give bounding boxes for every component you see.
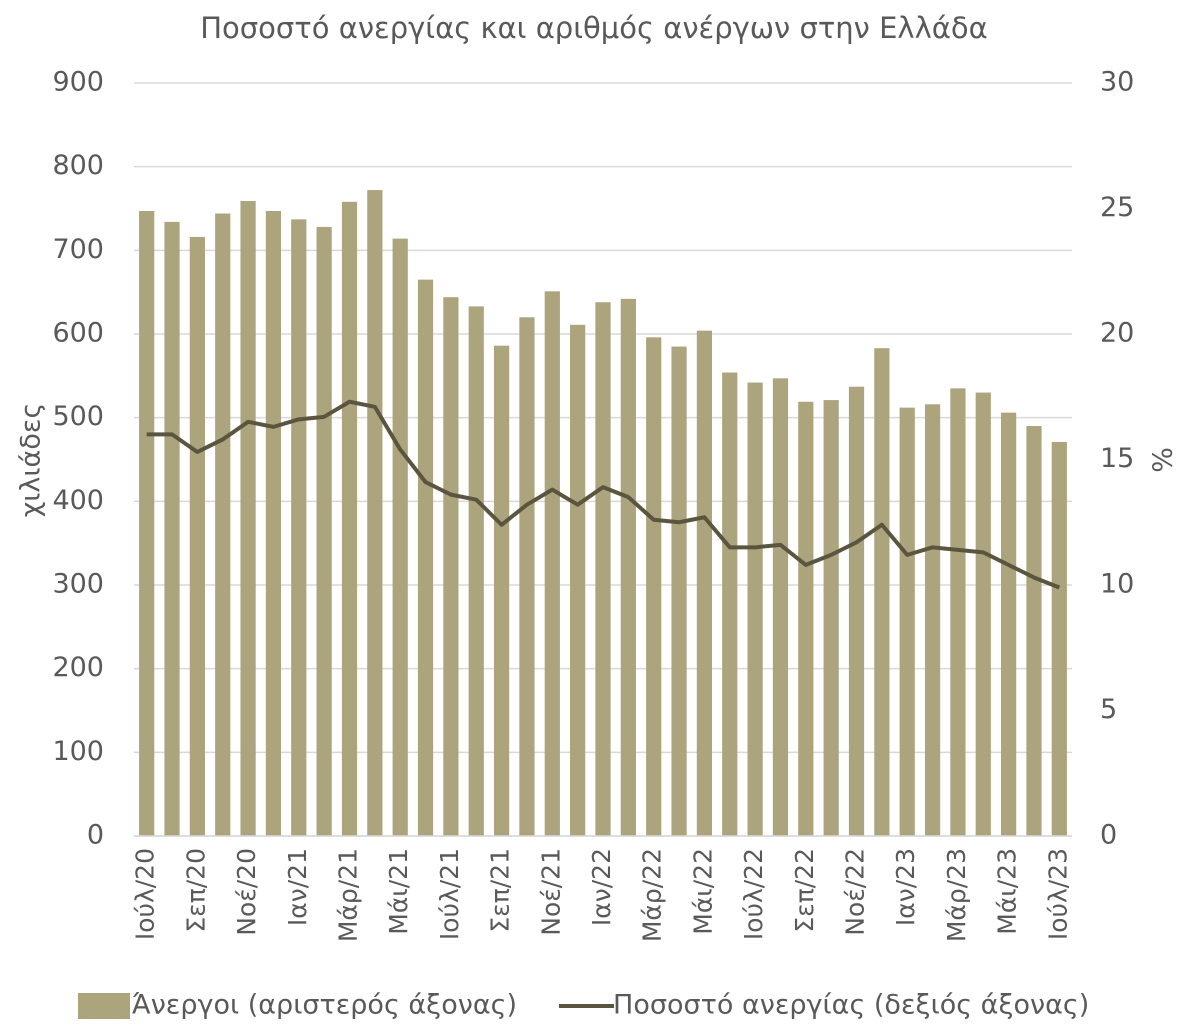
- bar: [493, 345, 510, 836]
- x-tick-label: Μάι/23: [993, 848, 1022, 935]
- bar: [519, 317, 535, 836]
- x-tick-label: Σεπ/20: [181, 848, 210, 933]
- y-tick-label: 400: [52, 485, 104, 516]
- bar: [595, 302, 611, 836]
- bar: [1051, 441, 1067, 836]
- x-tick-label: Ιούλ/22: [739, 848, 768, 940]
- x-tick-label: Ιαν/21: [283, 848, 312, 926]
- x-tick-label: Μάι/21: [384, 848, 413, 935]
- bar: [671, 346, 687, 836]
- bar: [1001, 412, 1017, 836]
- bar: [924, 404, 941, 836]
- y2-tick-label: 5: [1100, 694, 1117, 725]
- bar: [240, 200, 256, 837]
- y-tick-label: 900: [52, 67, 104, 98]
- bar: [975, 392, 991, 836]
- bar: [950, 388, 966, 836]
- bar: [544, 291, 560, 837]
- bar: [189, 236, 205, 837]
- x-tick-label: Νοέ/22: [841, 848, 870, 936]
- y-tick-label: 200: [52, 652, 104, 683]
- y-tick-label: 700: [52, 234, 104, 265]
- x-tick-label: Μάρ/22: [638, 848, 667, 942]
- x-tick-label: Σεπ/21: [486, 848, 515, 933]
- bar: [341, 201, 358, 837]
- bar: [468, 306, 484, 836]
- bar: [620, 298, 636, 836]
- y-axis-label: χιλιάδες: [16, 403, 47, 518]
- y2-axis-label: %: [1146, 447, 1177, 473]
- x-tick-label: Μάρ/23: [942, 848, 971, 942]
- legend-label: Άνεργοι (αριστερός άξονας): [132, 990, 517, 1021]
- bar: [899, 407, 915, 836]
- bar: [164, 221, 180, 837]
- bar: [265, 211, 282, 836]
- y2-tick-label: 20: [1100, 318, 1134, 349]
- y2-tick-label: 0: [1100, 820, 1117, 851]
- y-tick-label: 300: [52, 569, 104, 600]
- bar: [443, 297, 459, 837]
- bar: [722, 372, 738, 836]
- x-tick-label: Νοέ/21: [536, 848, 565, 936]
- y2-tick-label: 25: [1100, 192, 1134, 223]
- x-tick-label: Ιούλ/20: [131, 848, 160, 940]
- bar: [696, 330, 713, 836]
- bar: [367, 190, 383, 837]
- x-tick-label: Σεπ/22: [790, 848, 819, 933]
- bar: [215, 213, 231, 836]
- y-tick-label: 0: [87, 820, 104, 851]
- bar: [570, 324, 586, 836]
- bar: [417, 279, 434, 836]
- bar: [823, 400, 839, 836]
- y-tick-label: 100: [52, 736, 104, 767]
- x-tick-label: Μάι/22: [688, 848, 717, 935]
- bar: [772, 378, 789, 836]
- y2-tick-label: 10: [1100, 569, 1134, 600]
- x-tick-label: Ιαν/22: [587, 848, 616, 926]
- line: [146, 399, 1061, 590]
- bar: [874, 348, 890, 836]
- x-tick-label: Ιούλ/23: [1043, 848, 1072, 940]
- y-tick-label: 600: [52, 318, 104, 349]
- bar: [291, 219, 307, 837]
- x-tick-label: Ιούλ/21: [435, 848, 464, 940]
- bar: [316, 226, 332, 836]
- legend-label: Ποσοστό ανεργίας (δεξιός άξονας): [613, 990, 1089, 1021]
- x-tick-label: Νοέ/20: [232, 848, 261, 936]
- y2-tick-label: 30: [1100, 67, 1134, 98]
- y2-tick-label: 15: [1100, 443, 1134, 474]
- bar: [646, 337, 662, 836]
- bar: [798, 401, 814, 836]
- legend-swatch: [78, 993, 130, 1019]
- bar: [1026, 426, 1042, 836]
- bar: [139, 211, 155, 836]
- x-tick-label: Μάρ/21: [333, 848, 362, 942]
- y-tick-label: 800: [52, 150, 104, 181]
- y-tick-label: 500: [52, 401, 104, 432]
- bar: [392, 238, 408, 836]
- x-tick-label: Ιαν/23: [891, 848, 920, 926]
- bar: [747, 382, 763, 836]
- chart-title: Ποσοστό ανεργίας και αριθμός ανέργων στη…: [200, 11, 987, 45]
- bar: [848, 386, 865, 836]
